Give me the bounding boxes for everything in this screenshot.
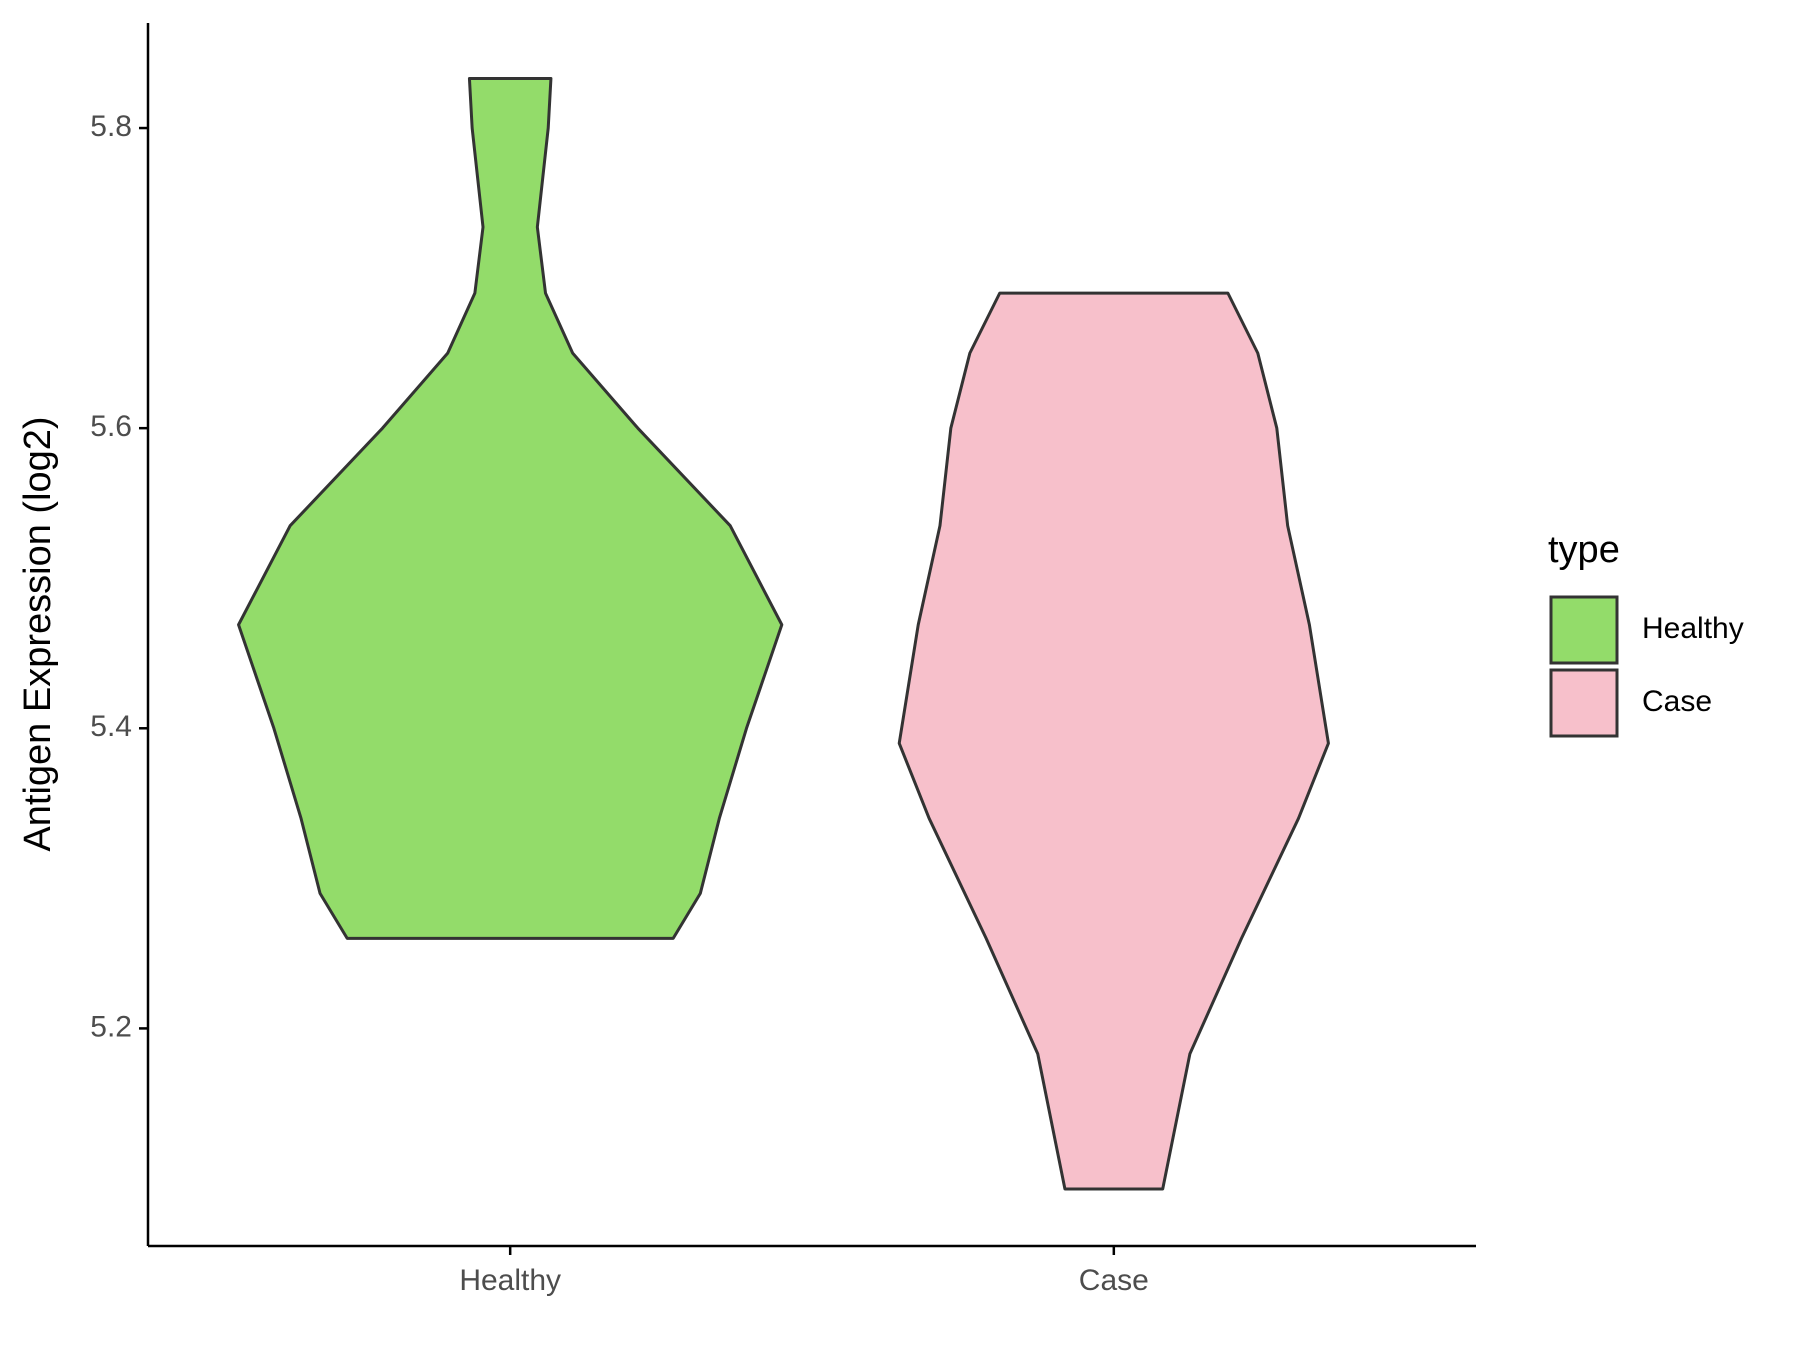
x-tick-label: Case bbox=[1079, 1264, 1149, 1297]
y-tick-label: 5.2 bbox=[90, 1010, 132, 1043]
y-axis-title: Antigen Expression (log2) bbox=[17, 416, 59, 851]
legend-key bbox=[1549, 668, 1619, 738]
legend-title: type bbox=[1548, 529, 1620, 571]
violin bbox=[897, 291, 1330, 1191]
y-tick-label: 5.4 bbox=[90, 710, 132, 743]
y-tick-label: 5.6 bbox=[90, 410, 132, 443]
violin bbox=[237, 77, 784, 940]
legend-label: Healthy bbox=[1642, 612, 1744, 645]
legend-key bbox=[1549, 595, 1619, 665]
x-tick-label: Healthy bbox=[459, 1264, 561, 1297]
legend-label: Case bbox=[1642, 685, 1712, 718]
y-tick-label: 5.8 bbox=[90, 110, 132, 143]
